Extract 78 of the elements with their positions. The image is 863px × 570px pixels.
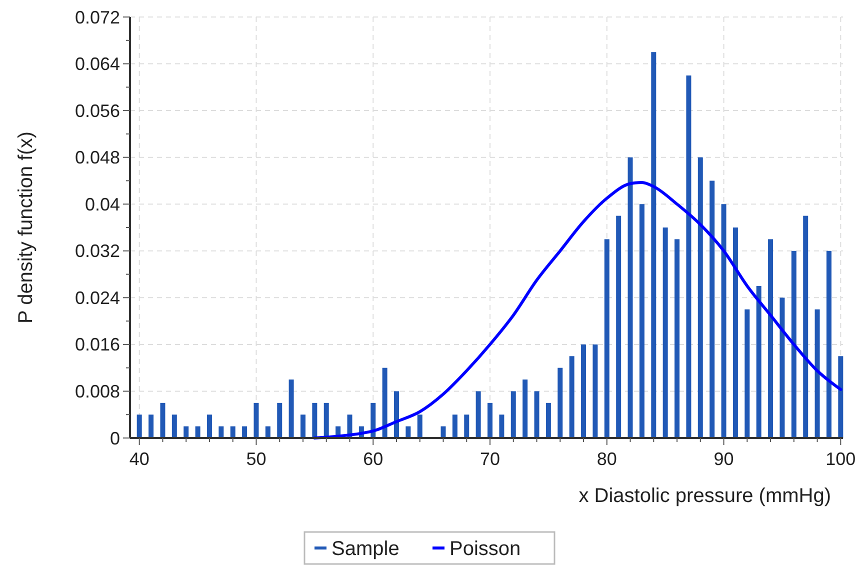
bar	[581, 344, 586, 438]
bar	[616, 216, 622, 438]
bar	[674, 239, 680, 438]
bar	[406, 426, 411, 438]
bar	[277, 402, 282, 438]
bar	[510, 391, 516, 438]
x-axis-title: x Diastolic pressure (mmHg)	[578, 485, 831, 507]
x-tick-label: 90	[714, 449, 734, 469]
bar	[172, 414, 177, 438]
bar	[288, 380, 294, 438]
bar	[814, 309, 820, 438]
bar	[756, 286, 762, 438]
y-tick-label: 0.032	[74, 241, 120, 262]
legend-label: Poisson	[450, 538, 521, 560]
bar	[499, 414, 504, 438]
bar	[242, 426, 248, 438]
y-tick-label: 0.056	[74, 100, 120, 121]
line-series	[313, 180, 842, 440]
bar	[476, 391, 481, 438]
bar	[710, 180, 715, 438]
bar	[488, 402, 493, 438]
bar	[838, 356, 844, 438]
bar	[662, 228, 668, 438]
bar	[534, 391, 540, 438]
bar	[768, 239, 774, 438]
bar	[803, 216, 808, 438]
x-tick-label: 60	[363, 449, 384, 469]
bar	[324, 402, 329, 438]
bar	[136, 414, 142, 438]
bar	[394, 391, 399, 438]
y-tick-label: 0.024	[74, 288, 120, 308]
y-tick-label: 0.064	[74, 54, 120, 74]
bar	[698, 157, 703, 438]
bar	[780, 298, 785, 438]
y-tick-label: 0.008	[74, 382, 120, 402]
bar	[206, 414, 212, 438]
y-tick-label: 0.04	[84, 194, 120, 214]
bar	[254, 402, 259, 438]
legend-label: Sample	[332, 538, 400, 560]
y-axis-title: P density function f(x)	[15, 132, 37, 324]
bar	[546, 402, 551, 438]
bar	[218, 426, 224, 438]
bar	[148, 414, 154, 438]
bar	[160, 402, 166, 438]
bar	[230, 426, 236, 438]
bar	[452, 414, 458, 438]
bar	[628, 157, 633, 438]
x-tick-label: 100	[826, 449, 856, 469]
bar	[195, 426, 200, 438]
bar	[417, 414, 422, 438]
bar	[826, 250, 832, 438]
bar	[312, 402, 318, 438]
y-tick-label: 0.016	[74, 334, 120, 355]
bar	[558, 368, 563, 438]
x-tick-label: 70	[480, 449, 500, 469]
bar	[791, 250, 796, 438]
y-tick-label: 0.048	[74, 148, 120, 168]
y-tick-label: 0.072	[74, 7, 120, 28]
bar	[732, 228, 738, 438]
bar	[265, 426, 270, 438]
bar	[184, 426, 189, 438]
bar	[639, 204, 644, 438]
bar	[721, 204, 726, 438]
bar	[651, 52, 656, 438]
bar	[522, 380, 528, 438]
x-tick-label: 40	[129, 449, 150, 469]
bar	[592, 344, 598, 438]
bar	[440, 426, 446, 438]
bar	[744, 309, 750, 438]
bar	[686, 75, 692, 438]
bar	[464, 414, 470, 438]
bar	[382, 368, 388, 438]
x-tick-label: 50	[246, 449, 266, 469]
x-tick-label: 80	[596, 449, 617, 469]
bar	[604, 239, 610, 438]
bar	[569, 356, 574, 438]
y-tick-label: 0	[110, 428, 120, 448]
bar	[300, 414, 306, 438]
